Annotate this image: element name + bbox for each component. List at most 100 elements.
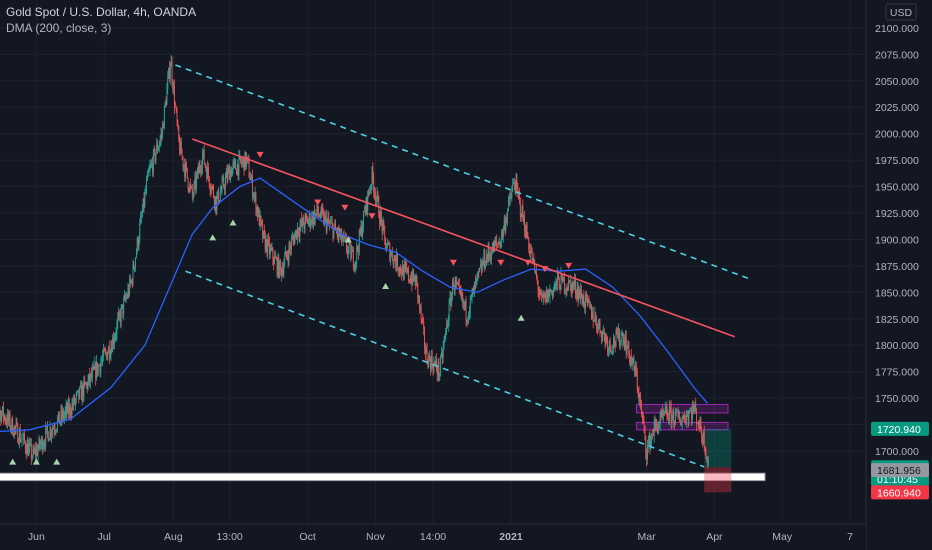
candle-body (403, 264, 405, 280)
indicator-title[interactable]: DMA (200, close, 3) (6, 21, 112, 35)
candle-body (638, 392, 640, 402)
candle-body (424, 347, 426, 354)
time-tick-label: 13:00 (216, 531, 242, 543)
candle-body (299, 226, 301, 236)
candle-body (61, 410, 63, 419)
candle-body (469, 296, 471, 312)
candle-body (635, 367, 637, 374)
candle-body (200, 169, 202, 171)
candle-body (509, 196, 511, 199)
candle-body (164, 102, 166, 106)
candle-body (325, 215, 327, 231)
price-tag (871, 485, 929, 500)
candle-body (148, 169, 150, 172)
candle-body (156, 144, 158, 154)
candle-body (91, 373, 92, 378)
candle-body (486, 255, 488, 260)
candle-body (541, 290, 542, 296)
time-tick-label: Apr (706, 531, 723, 543)
candle-body (72, 403, 74, 407)
price-tick-label: 1775.000 (875, 367, 919, 379)
candle-body (625, 336, 627, 354)
candle-body (149, 166, 151, 170)
candle-body (252, 176, 253, 197)
candle-body (643, 422, 645, 426)
candle-body (38, 438, 40, 449)
candle-body (253, 195, 255, 197)
candle-body (418, 296, 420, 299)
candle-body (335, 223, 337, 230)
candle-body (671, 414, 673, 424)
candle-body (420, 306, 422, 319)
candle-body (135, 257, 136, 268)
candle-body (168, 68, 170, 78)
trendlines-layer[interactable] (175, 64, 752, 468)
candle-body (332, 224, 334, 239)
candle-body (48, 438, 50, 442)
currency-button[interactable]: USD (885, 3, 917, 21)
candle-body (620, 334, 622, 342)
candle-body (689, 410, 691, 413)
candle-body (406, 267, 408, 272)
candle-body (503, 220, 505, 228)
candle-body (690, 410, 692, 412)
candle-body (28, 446, 30, 456)
candle-body (455, 279, 457, 285)
candle-body (302, 218, 304, 226)
candle-body (6, 421, 8, 425)
candle-body (282, 268, 284, 274)
time-tick-label: Aug (164, 531, 183, 543)
candle-body (244, 152, 246, 171)
candle-body (386, 243, 388, 249)
candle-body (563, 277, 565, 292)
candle-body (519, 194, 520, 199)
candle-body (688, 412, 690, 421)
candle-body (699, 418, 701, 429)
candle-body (653, 422, 655, 436)
candle-body (277, 257, 279, 274)
candle-body (435, 360, 437, 370)
time-axis[interactable] (0, 524, 866, 550)
candle-body (660, 414, 662, 417)
candle-body (608, 348, 609, 352)
candle-body (319, 214, 320, 218)
candle-body (138, 239, 140, 247)
candle-body (193, 183, 195, 196)
candle-body (372, 166, 374, 180)
candle-body (341, 240, 343, 242)
candle-body (336, 231, 338, 236)
candle-body (86, 383, 88, 389)
symbol-title[interactable]: Gold Spot / U.S. Dollar, 4h, OANDA (6, 5, 197, 19)
candle-body (574, 279, 576, 293)
candle-body (594, 313, 596, 321)
candle-body (183, 165, 185, 167)
candle-body (7, 413, 9, 422)
candle-body (24, 441, 26, 450)
candle-body (668, 417, 670, 422)
candle-body (33, 448, 35, 453)
candle-body (15, 423, 17, 429)
candle-body (397, 269, 399, 271)
candle-body (220, 190, 222, 193)
candle-body (202, 149, 204, 154)
candle-body (213, 197, 215, 206)
candles-layer (0, 55, 709, 469)
candle-body (161, 133, 163, 135)
price-axis[interactable] (866, 0, 932, 550)
candle-body (66, 405, 68, 414)
candle-body (680, 421, 681, 426)
candle-body (474, 282, 475, 295)
candle-body (569, 280, 570, 281)
candle-body (218, 190, 220, 203)
candle-body (384, 227, 386, 238)
candle-body (196, 168, 198, 176)
candle-body (116, 323, 118, 335)
candle-body (240, 155, 242, 162)
candle-body (369, 187, 371, 193)
candle-body (480, 264, 481, 268)
candle-body (296, 227, 298, 239)
candle-body (395, 260, 397, 268)
candle-body (268, 239, 270, 242)
candle-body (134, 267, 136, 269)
